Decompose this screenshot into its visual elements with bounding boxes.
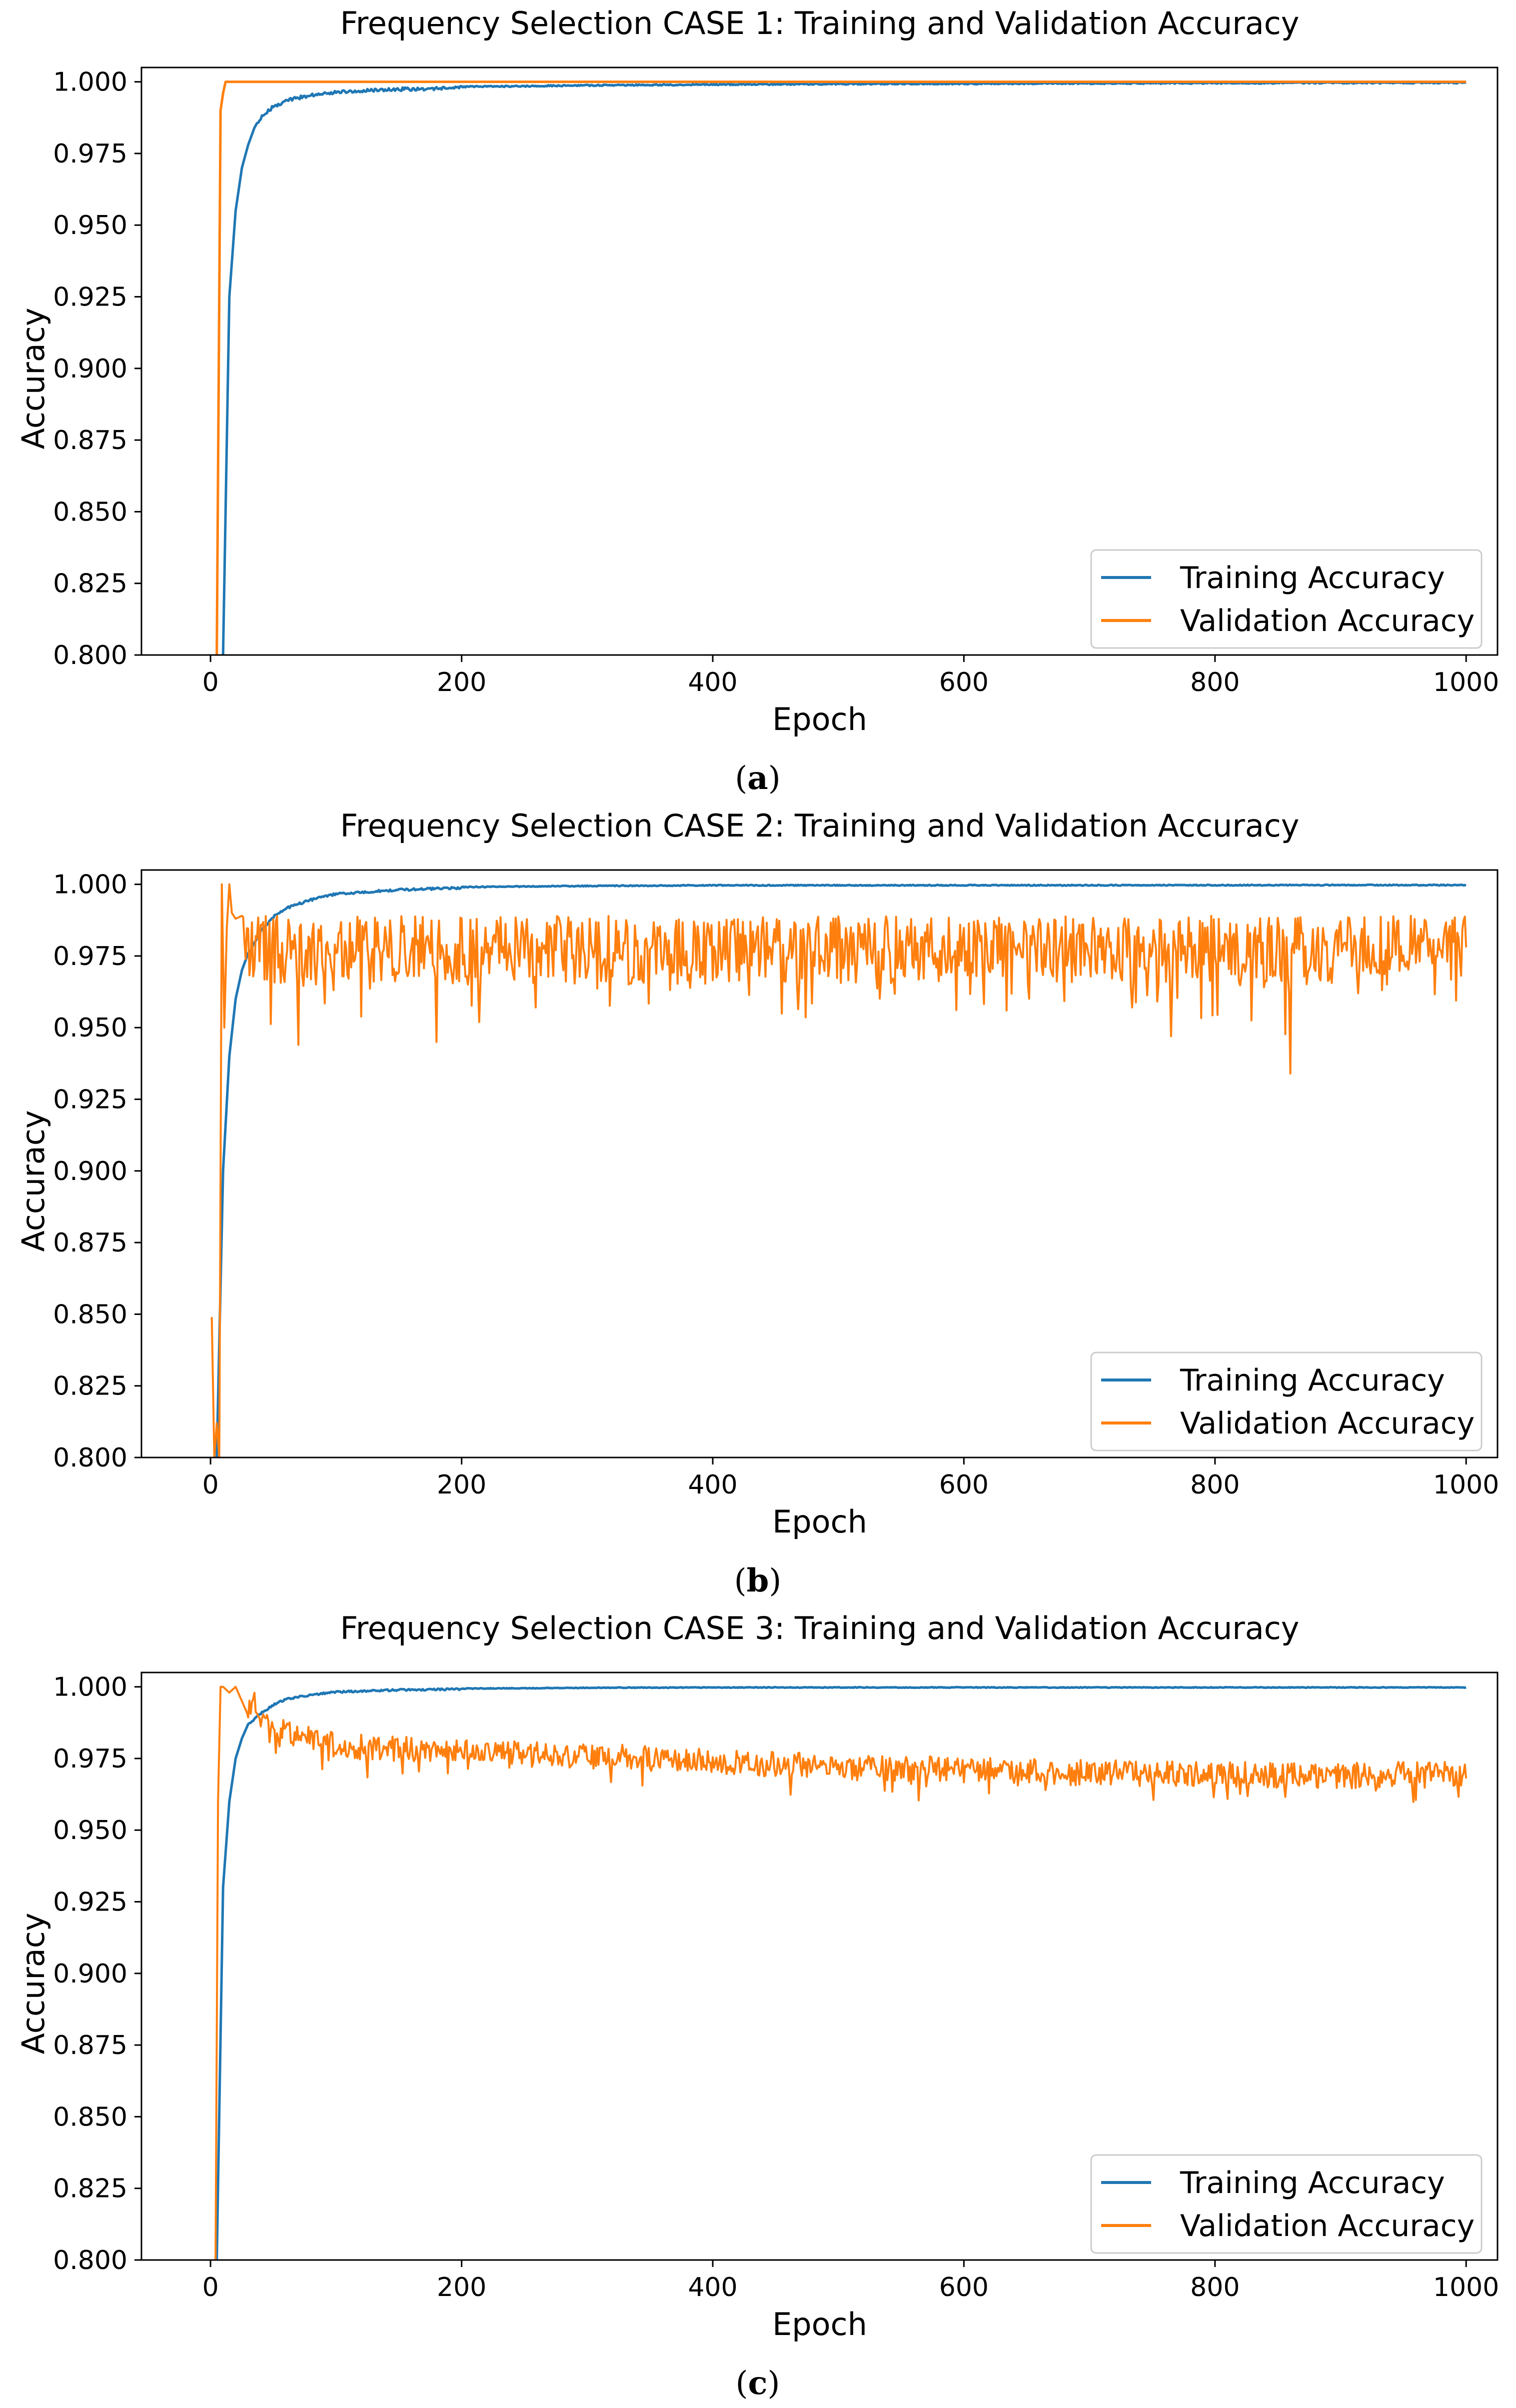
- legend-label-training: Training Accuracy: [1180, 560, 1445, 596]
- axes-frame: [140, 66, 1499, 656]
- x-tick-label: 0: [202, 2272, 219, 2302]
- y-tick-label: 0.950: [53, 210, 127, 240]
- x-tick-label: 800: [1190, 1470, 1240, 1500]
- y-tick-label: 0.825: [53, 569, 127, 599]
- y-tick-label: 0.975: [53, 139, 127, 169]
- y-axis-label: Accuracy: [15, 1110, 51, 1252]
- x-tick-label: 0: [202, 668, 219, 698]
- y-tick-label: 0.900: [53, 354, 127, 384]
- plot-area: 0 200 400 600 800 1000 0.800 0.825 0.850 0.875 0.9…: [53, 1672, 1499, 2302]
- plot-area: 0 200 400 600 800 1000 0.800 0.825 0.850 0.875 0.9…: [53, 869, 1499, 1500]
- x-axis-label: Epoch: [772, 2306, 867, 2342]
- plot-area: 0 200 400 600 800 1000 0.800 0.825 0.850 0.875 0.9…: [53, 66, 1499, 698]
- panel-b: Frequency Selection CASE 2: Training and…: [15, 808, 1499, 1600]
- legend-box: [1090, 549, 1483, 649]
- legend-label-training: Training Accuracy: [1180, 1363, 1445, 1398]
- y-tick-label: 1.000: [53, 870, 127, 900]
- y-tick-label: 0.850: [53, 497, 127, 527]
- y-tick-label: 0.975: [53, 1744, 127, 1774]
- y-tick-label: 0.850: [53, 1300, 127, 1330]
- legend-label-validation: Validation Accuracy: [1180, 1406, 1475, 1441]
- chart-title: Frequency Selection CASE 1: Training and…: [340, 5, 1299, 42]
- x-tick-label: 600: [939, 2272, 989, 2302]
- validation-accuracy-line: [214, 1686, 1468, 2260]
- x-tick-label: 1000: [1433, 1470, 1499, 1500]
- panel-caption: (b): [734, 1562, 782, 1600]
- y-axis-label: Accuracy: [15, 1912, 51, 2054]
- y-tick-label: 0.875: [53, 426, 127, 456]
- training-accuracy-line: [221, 80, 1467, 655]
- x-tick-label: 800: [1190, 668, 1240, 698]
- y-tick-label: 0.825: [53, 1372, 127, 1402]
- validation-accuracy-line: [210, 883, 1468, 1458]
- x-tick-label: 600: [939, 668, 989, 698]
- x-tick-label: 400: [688, 668, 737, 698]
- legend: Training Accuracy Validation Accuracy: [1090, 2154, 1483, 2254]
- y-tick-label: 0.925: [53, 1085, 127, 1115]
- axes-frame: [140, 1672, 1499, 2261]
- y-tick-label: 0.875: [53, 2030, 127, 2060]
- training-accuracy-line: [215, 883, 1467, 1458]
- x-tick-label: 800: [1190, 2272, 1240, 2302]
- legend: Training Accuracy Validation Accuracy: [1090, 1352, 1483, 1452]
- y-axis-label: Accuracy: [15, 308, 51, 449]
- x-tick-label: 200: [437, 2272, 486, 2302]
- y-tick-label: 0.825: [53, 2174, 127, 2204]
- legend-box: [1090, 2154, 1483, 2254]
- y-tick-label: 0.850: [53, 2102, 127, 2132]
- y-tick-label: 0.925: [53, 282, 127, 312]
- chart-title: Frequency Selection CASE 3: Training and…: [340, 1610, 1299, 1646]
- y-tick-label: 0.975: [53, 942, 127, 972]
- panel-c: Frequency Selection CASE 3: Training and…: [15, 1610, 1499, 2402]
- y-tick-label: 0.900: [53, 1959, 127, 1989]
- y-tick-label: 0.950: [53, 1013, 127, 1043]
- y-tick-label: 0.950: [53, 1816, 127, 1846]
- chart-title: Frequency Selection CASE 2: Training and…: [340, 808, 1299, 844]
- panel-caption: (c): [736, 2364, 780, 2402]
- x-tick-label: 200: [437, 668, 486, 698]
- y-tick-label: 0.925: [53, 1888, 127, 1918]
- x-tick-label: 1000: [1433, 668, 1499, 698]
- training-accuracy-line: [215, 1686, 1467, 2260]
- x-tick-label: 400: [688, 2272, 737, 2302]
- x-tick-label: 200: [437, 1470, 486, 1500]
- panel-a: Frequency Selection CASE 1: Training and…: [15, 5, 1499, 797]
- y-tick-label: 0.800: [53, 2246, 127, 2276]
- y-tick-label: 0.800: [53, 1443, 127, 1473]
- validation-accuracy-line: [215, 80, 1467, 655]
- y-tick-label: 0.800: [53, 640, 127, 670]
- y-tick-label: 1.000: [53, 68, 127, 98]
- y-tick-label: 0.875: [53, 1228, 127, 1258]
- axes-frame: [140, 869, 1499, 1458]
- panel-caption: (a): [735, 760, 780, 797]
- x-tick-label: 400: [688, 1470, 737, 1500]
- x-tick-label: 600: [939, 1470, 989, 1500]
- legend-label-validation: Validation Accuracy: [1180, 2208, 1475, 2244]
- legend-label-training: Training Accuracy: [1180, 2166, 1445, 2200]
- x-tick-label: 0: [202, 1470, 219, 1500]
- x-tick-label: 1000: [1433, 2272, 1499, 2302]
- y-tick-label: 1.000: [53, 1672, 127, 1702]
- legend: Training Accuracy Validation Accuracy: [1090, 549, 1483, 649]
- y-tick-label: 0.900: [53, 1156, 127, 1186]
- legend-label-validation: Validation Accuracy: [1180, 604, 1475, 638]
- x-axis-label: Epoch: [772, 701, 867, 738]
- legend-box: [1090, 1352, 1483, 1452]
- x-axis-label: Epoch: [772, 1504, 867, 1540]
